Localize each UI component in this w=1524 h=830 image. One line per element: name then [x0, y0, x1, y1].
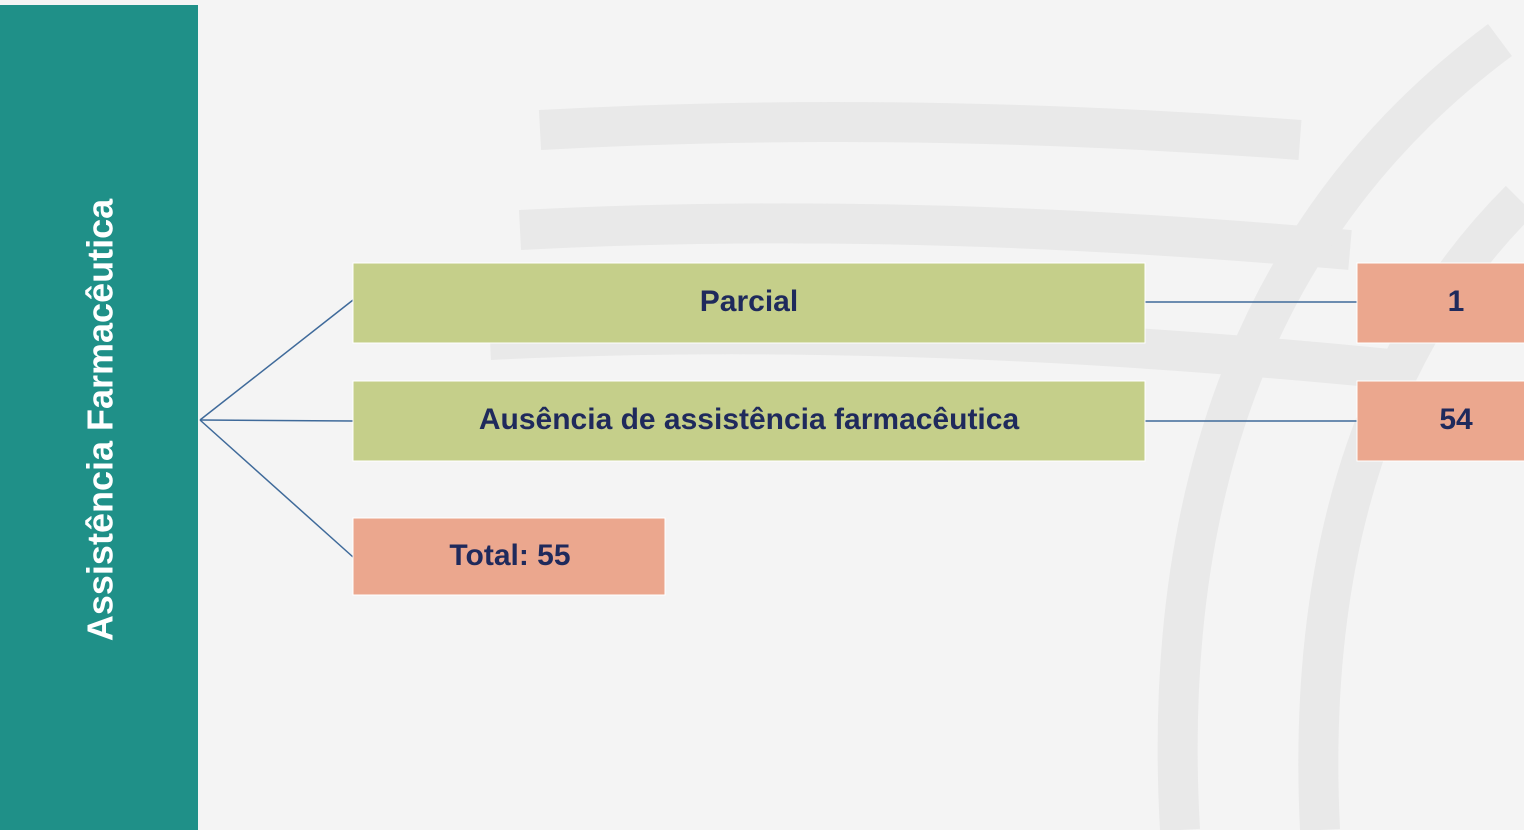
count-label: 54	[1439, 403, 1473, 436]
count-box	[1356, 262, 1524, 344]
connectors	[199, 299, 1357, 558]
root-label: Assistência Farmacêutica	[80, 198, 121, 641]
connector	[199, 419, 354, 422]
total-box	[352, 517, 666, 596]
branch-label: Ausência de assistência farmacêutica	[479, 403, 1020, 436]
total-label: Total: 55	[449, 539, 570, 572]
root-bar	[0, 5, 198, 830]
connector	[199, 419, 354, 558]
branch-box	[352, 380, 1146, 462]
count-box	[1356, 380, 1524, 462]
branch-label: Parcial	[700, 285, 798, 318]
connector	[199, 299, 354, 421]
branch-box	[352, 262, 1146, 344]
count-label: 1	[1448, 285, 1465, 318]
